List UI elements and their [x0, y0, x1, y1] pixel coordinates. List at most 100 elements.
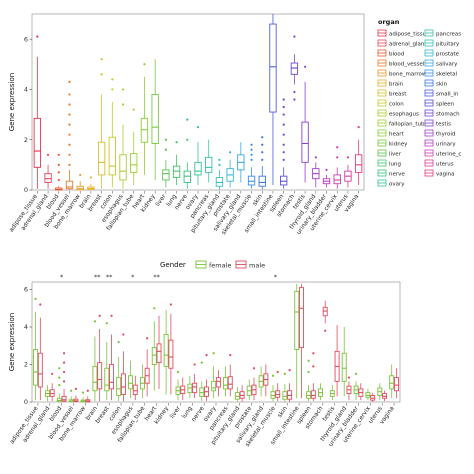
legend-item: uterus	[424, 159, 454, 167]
legend-label: blood	[389, 51, 404, 57]
box-iqr	[97, 141, 106, 176]
box-iqr	[280, 175, 288, 186]
gender-legend-title: Gender	[160, 261, 186, 269]
significance-mark: **	[94, 273, 101, 281]
outlier-point	[57, 163, 60, 166]
box-iqr	[151, 347, 157, 365]
male-box	[97, 314, 103, 402]
male-box	[61, 352, 67, 402]
legend-item: breast	[377, 89, 407, 97]
legend-item: ovary	[377, 179, 405, 187]
legend-label: bone_marrow	[389, 71, 427, 77]
male-box	[180, 377, 186, 401]
top-legend-title: organ	[378, 18, 400, 26]
outlier-point	[98, 314, 101, 317]
y-tick-label: 6	[24, 35, 28, 43]
outlier-point	[100, 58, 103, 61]
box-iqr	[183, 170, 191, 183]
legend-item: heart	[377, 129, 405, 137]
legend-item: urinary	[424, 139, 456, 147]
outlier-point	[282, 151, 285, 154]
box-iqr	[211, 380, 217, 392]
legend-label: adrenal_gland	[389, 41, 428, 47]
male-box	[120, 333, 126, 402]
outlier-point	[57, 178, 60, 182]
male-box	[49, 372, 55, 402]
box-iqr	[258, 175, 266, 187]
outlier-point	[122, 333, 125, 336]
outlier-point	[89, 176, 93, 179]
female-box	[80, 391, 86, 403]
legend-label: prostate	[436, 51, 460, 57]
female-box	[294, 283, 300, 399]
outlier-point	[282, 158, 285, 161]
outlier-point	[282, 143, 285, 146]
organ-box	[162, 138, 170, 188]
box-iqr	[299, 287, 304, 349]
outlier-point	[282, 113, 285, 116]
female-box	[175, 370, 181, 401]
legend-item: vagina	[424, 169, 455, 177]
female-box	[163, 310, 169, 395]
outlier-point	[62, 370, 66, 374]
box-iqr	[33, 349, 39, 386]
gender-legend-label: female	[209, 262, 231, 270]
outlier-point	[261, 158, 264, 161]
outlier-point	[325, 168, 328, 171]
male-box	[85, 389, 91, 403]
y-tick-label: 6	[24, 286, 28, 294]
legend-label: fallopian_tube	[389, 121, 428, 127]
box-iqr	[163, 334, 169, 367]
box-iqr	[227, 376, 233, 390]
outlier-point	[229, 354, 232, 357]
female-box	[139, 364, 145, 399]
male-box	[346, 376, 352, 401]
organ-box	[322, 168, 331, 188]
outlier-point	[86, 389, 89, 392]
female-box	[92, 320, 98, 402]
legend-item: brain	[377, 79, 404, 87]
outlier-point	[81, 391, 85, 394]
y-tick-label: 2	[24, 361, 28, 369]
outlier-point	[205, 354, 208, 357]
legend-label: breast	[389, 91, 407, 97]
outlier-point	[68, 163, 71, 166]
organ-box	[130, 108, 138, 185]
outlier-point	[153, 307, 156, 310]
outlier-point	[186, 118, 189, 121]
legend-item: uterine_c	[424, 149, 461, 157]
outlier-point	[143, 63, 146, 66]
organ-box	[119, 88, 127, 189]
box-iqr	[192, 382, 198, 394]
female-box	[104, 322, 110, 401]
box-iqr	[108, 136, 116, 176]
box-iqr	[109, 364, 115, 390]
legend-label: kidney	[389, 141, 408, 147]
legend-label: heart	[389, 131, 405, 137]
outlier-point	[218, 163, 221, 166]
significance-mark: *	[60, 273, 64, 281]
outlier-point	[261, 143, 264, 146]
legend-item: nerve	[377, 169, 405, 177]
outlier-point	[51, 372, 54, 375]
significance-mark: **	[153, 273, 160, 281]
y-tick-label: 4	[24, 323, 28, 331]
organ-box	[55, 153, 63, 191]
organ-box	[226, 151, 234, 188]
male-box	[287, 369, 293, 402]
box-iqr	[61, 395, 67, 402]
box-iqr	[119, 154, 127, 181]
outlier-point	[312, 352, 315, 355]
legend-label: brain	[389, 81, 404, 87]
outlier-point	[62, 361, 66, 364]
gender-legend-item: male	[235, 260, 265, 270]
y-tick-label: 4	[24, 86, 28, 94]
outlier-point	[58, 376, 61, 379]
outlier-point	[36, 35, 39, 38]
outlier-point	[68, 103, 71, 106]
box-iqr	[290, 62, 299, 75]
outlier-point	[111, 78, 114, 81]
legend-item: pituitary	[424, 39, 460, 47]
outlier-point	[282, 98, 285, 101]
